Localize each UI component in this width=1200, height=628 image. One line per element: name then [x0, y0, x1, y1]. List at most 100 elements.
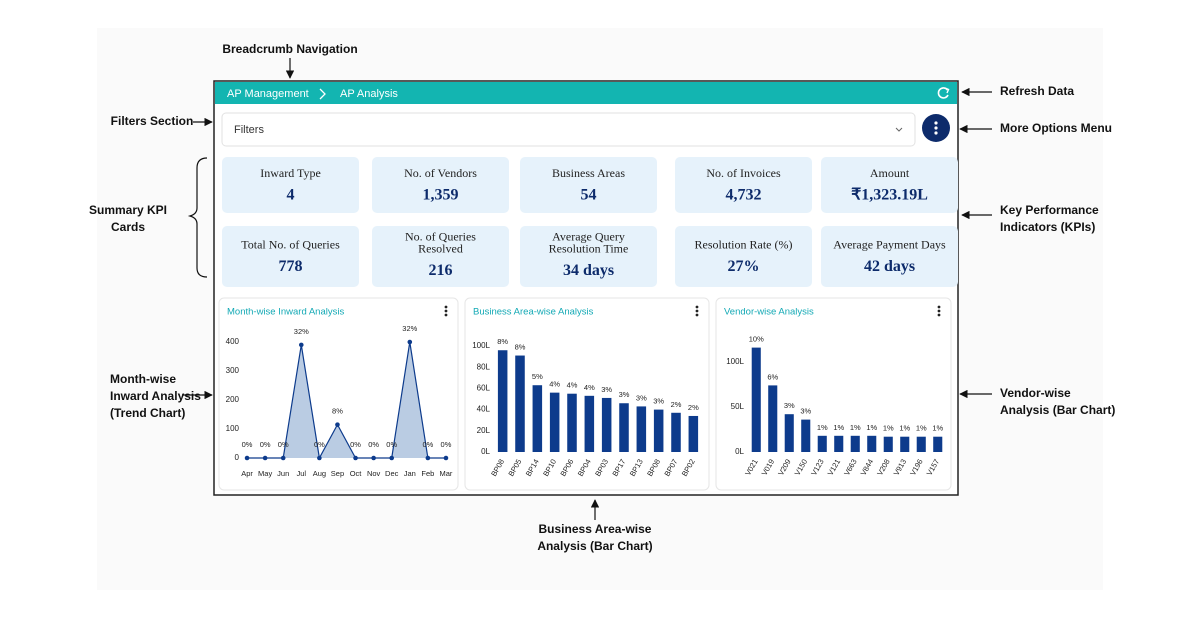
annotation-label: Breadcrumb Navigation: [222, 42, 357, 56]
percent-label: 8%: [515, 343, 526, 352]
breadcrumb-item: AP Analysis: [340, 88, 398, 100]
annotation-label: Analysis (Bar Chart): [537, 539, 652, 553]
percent-label: 2%: [671, 400, 682, 409]
x-tick-label: Jun: [277, 469, 289, 478]
percent-label: 0%: [386, 440, 397, 449]
annotation-label: Month-wise: [110, 372, 176, 386]
percent-label: 3%: [653, 397, 664, 406]
breadcrumb-separator: [319, 88, 326, 100]
kpi-label: Resolved: [418, 241, 463, 255]
line: [247, 341, 446, 460]
chart-menu-dot: [937, 305, 941, 309]
percent-label: 4%: [567, 381, 578, 390]
kpi-value: 1,359: [423, 187, 459, 204]
point: [335, 422, 340, 427]
x-tick-label: Mar: [439, 469, 452, 478]
x-tick-label: Jul: [296, 469, 306, 478]
point: [298, 342, 304, 348]
chart-menu-dot: [695, 313, 699, 317]
kpi-label: Resolution Time: [549, 241, 629, 255]
percent-label: 3%: [800, 407, 811, 416]
annotation-label: Inward Analysis: [110, 389, 201, 403]
x-tick-label: Feb: [421, 469, 434, 478]
x-tick-label: May: [258, 469, 272, 478]
kpi-label: Total No. of Queries: [241, 237, 340, 251]
point: [317, 455, 322, 461]
kpi-card: [821, 226, 958, 287]
percent-label: 0%: [422, 440, 433, 449]
kpi-value: 216: [429, 262, 453, 279]
percent-label: 0%: [368, 440, 379, 449]
y-tick-label: 100L: [726, 357, 744, 366]
percent-label: 0%: [242, 440, 253, 449]
kpi-value: ₹1,323.19L: [851, 187, 928, 204]
point: [443, 455, 449, 461]
kpi-card: [520, 157, 657, 213]
percent-label: 1%: [932, 424, 943, 433]
y-tick-label: 40L: [477, 405, 491, 414]
bar: [900, 436, 910, 452]
annotation-label: Filters Section: [111, 114, 194, 128]
x-tick-label: Oct: [350, 469, 363, 478]
point: [280, 455, 286, 461]
bar: [751, 347, 761, 452]
bar: [883, 436, 893, 452]
bar: [850, 435, 860, 452]
percent-label: 32%: [294, 327, 309, 336]
y-tick-label: 80L: [477, 362, 491, 371]
percent-label: 1%: [850, 423, 861, 432]
point: [262, 455, 268, 461]
bar: [601, 397, 612, 452]
point: [389, 455, 395, 461]
y-tick-label: 0: [235, 453, 240, 462]
y-tick-label: 0L: [481, 447, 490, 456]
refresh-icon-head: [944, 87, 950, 94]
annotation-label: Cards: [111, 220, 145, 234]
bar: [916, 436, 926, 452]
percent-label: 3%: [636, 393, 647, 402]
bar: [532, 385, 543, 452]
bar: [497, 350, 508, 452]
bar: [801, 419, 811, 452]
bar: [834, 435, 844, 452]
bar: [567, 393, 577, 452]
bar: [653, 409, 664, 452]
header-bar: [215, 82, 957, 104]
x-tick-label: Aug: [313, 469, 326, 478]
x-tick-label: Apr: [241, 469, 253, 478]
annotation-label: Indicators (KPIs): [1000, 220, 1095, 234]
refresh-button[interactable]: [937, 87, 950, 99]
annotation-label: More Options Menu: [1000, 121, 1112, 135]
chart-menu-dot: [444, 305, 448, 309]
bar: [768, 385, 778, 452]
bar: [549, 392, 560, 452]
bar: [933, 436, 943, 452]
percent-label: 1%: [866, 423, 877, 432]
bar: [688, 415, 699, 452]
x-tick-label: Dec: [385, 469, 399, 478]
y-tick-label: 0L: [735, 447, 744, 456]
filters-label: Filters: [234, 124, 264, 136]
bar: [636, 406, 647, 452]
dropdown-chevron: [895, 127, 903, 132]
bar: [584, 395, 595, 452]
kpi-label: No. of Queries: [405, 229, 476, 243]
kpi-label: Business Areas: [552, 166, 625, 180]
bar: [671, 412, 681, 452]
point: [425, 455, 431, 461]
x-tick-label: Sep: [331, 469, 344, 478]
kpi-card: [675, 226, 812, 287]
y-tick-label: 400: [226, 337, 240, 346]
percent-label: 32%: [402, 324, 417, 333]
kpi-label: Resolution Rate (%): [695, 237, 793, 251]
breadcrumb-item[interactable]: AP Management: [227, 88, 309, 100]
percent-label: 3%: [601, 385, 612, 394]
percent-label: 0%: [260, 440, 271, 449]
kpi-value: 54: [581, 187, 597, 204]
kpi-value: 27%: [728, 258, 760, 275]
annotation-label: (Trend Chart): [110, 406, 185, 420]
percent-label: 3%: [619, 390, 630, 399]
filters-box[interactable]: [221, 112, 916, 147]
annotation-label: Business Area-wise: [539, 522, 652, 536]
